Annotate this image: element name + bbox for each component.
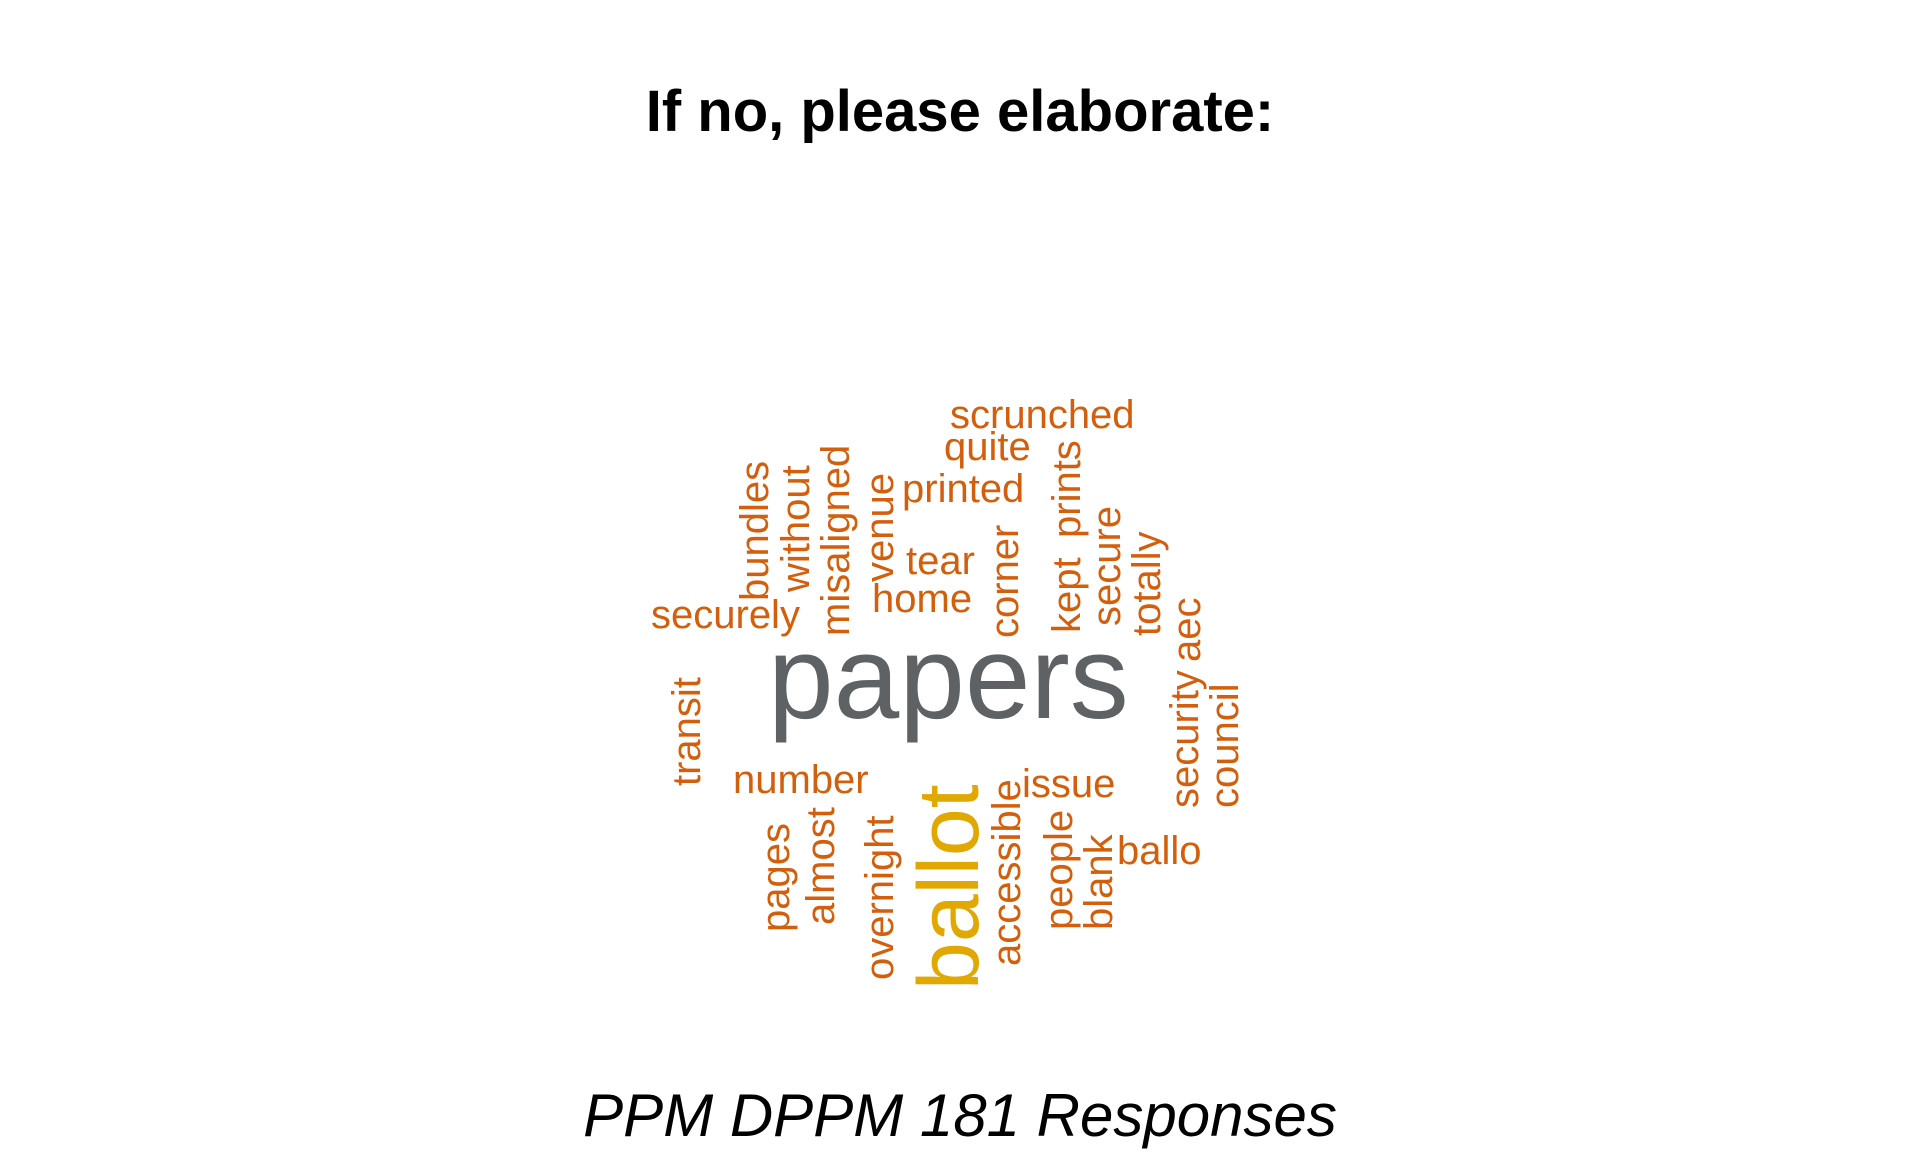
word-venue: venue <box>858 473 902 582</box>
word-people: people <box>1037 810 1081 930</box>
word-almost: almost <box>799 807 843 925</box>
word-secure: secure <box>1085 506 1129 626</box>
word-quite: quite <box>944 425 1031 469</box>
word-totally: totally <box>1125 532 1169 637</box>
word-bundles: bundles <box>733 461 777 601</box>
word-securely: securely <box>651 593 800 637</box>
word-scrunched: scrunched <box>950 393 1135 437</box>
word-printed: printed <box>902 467 1024 511</box>
word-corner: corner <box>983 525 1027 638</box>
word-home: home <box>872 577 972 621</box>
word-blank: blank <box>1077 833 1121 930</box>
word-council: council <box>1203 683 1247 808</box>
word-security: security <box>1163 670 1207 808</box>
word-accessible: accessible <box>985 779 1029 966</box>
page-title: If no, please elaborate: <box>645 79 1275 144</box>
word-transit: transit <box>665 677 709 786</box>
word-issue: issue <box>1022 762 1115 806</box>
word-ballo: ballo <box>1117 829 1202 873</box>
word-without: without <box>774 465 818 593</box>
word-tear: tear <box>906 539 975 583</box>
word-number: number <box>733 758 869 802</box>
word-aec: aec <box>1165 598 1209 663</box>
word-papers: papers <box>768 612 1129 744</box>
word-prints: prints <box>1045 440 1089 538</box>
word-overnight: overnight <box>858 815 902 980</box>
word-misaligned: misaligned <box>814 445 858 636</box>
word-kept: kept <box>1045 557 1089 633</box>
word-ballot: ballot <box>901 784 997 990</box>
word-pages: pages <box>754 823 798 932</box>
response-count-caption: PPM DPPM 181 Responses <box>583 1082 1337 1149</box>
